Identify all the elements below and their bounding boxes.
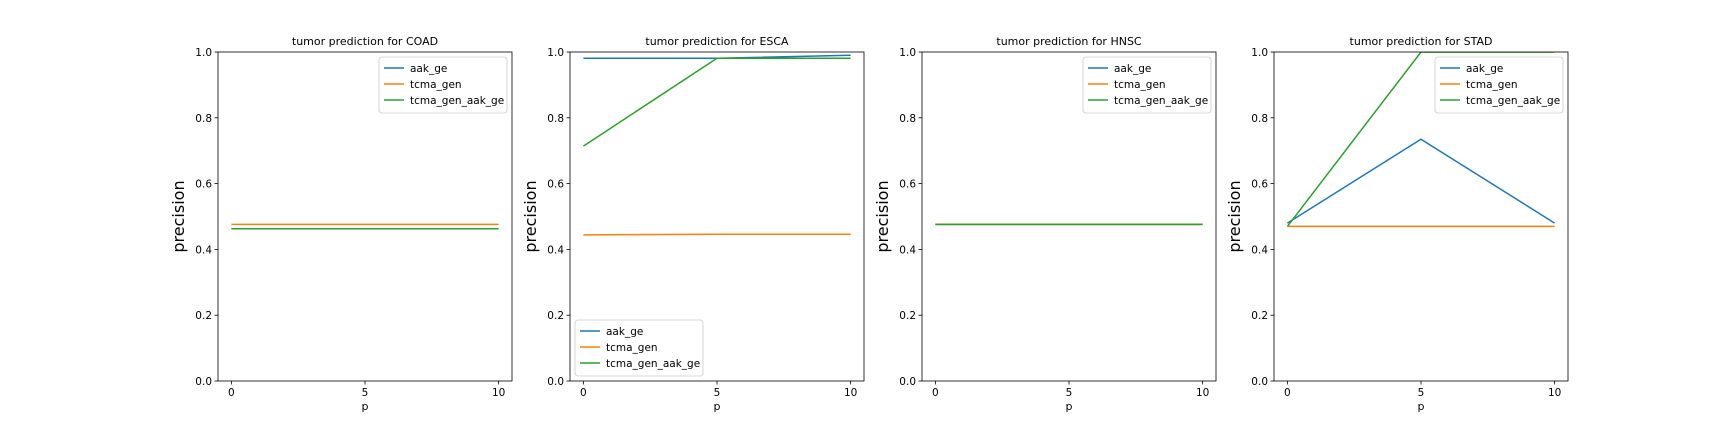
y-tick-label: 0.2 (547, 310, 564, 322)
series-line-tcma_gen (583, 233, 851, 236)
x-axis-label: p (362, 400, 369, 413)
y-tick-label: 0.8 (195, 113, 212, 125)
series-lines (582, 54, 851, 236)
panel-3: 0.0 0.2 0.4 0.6 0.8 1.0 0 5 10 tumor prediction f… (1225, 35, 1569, 413)
series-line-aak_ge (1287, 138, 1555, 224)
legend-entry-label: tcma_gen_aak_ge (606, 358, 700, 370)
series-line-tcma_gen_aak_ge (582, 57, 851, 147)
series-line-tcma_gen_aak_ge (1286, 52, 1555, 227)
y-tick-label: 0.4 (899, 244, 916, 256)
legend-box (1434, 56, 1564, 114)
legend: aak_ge tcma_gen tcma_gen_aak_ge (574, 319, 704, 377)
panel-title: tumor prediction for COAD (292, 35, 438, 48)
y-tick-label: 0.6 (1251, 179, 1268, 191)
y-axis-label: precision (1225, 180, 1244, 252)
panel-title: tumor prediction for STAD (1350, 35, 1493, 48)
series-lines (1286, 52, 1555, 228)
legend-box (1082, 56, 1212, 114)
y-axis-label: precision (873, 180, 892, 252)
panel-1: 0.0 0.2 0.4 0.6 0.8 1.0 0 5 10 tumor prediction f… (521, 35, 865, 413)
legend-entry-label: tcma_gen (1466, 79, 1518, 91)
y-tick-label: 0.0 (1251, 376, 1268, 388)
legend: aak_ge tcma_gen tcma_gen_aak_ge (378, 56, 508, 114)
y-tick-label: 0.0 (547, 376, 564, 388)
legend-entry-label: aak_ge (606, 326, 643, 338)
legend-box (574, 319, 704, 377)
x-axis-label: p (714, 400, 721, 413)
series-lines (231, 223, 499, 230)
x-tick-label: 5 (1418, 387, 1425, 399)
panel-2: 0.0 0.2 0.4 0.6 0.8 1.0 0 5 10 tumor prediction f… (873, 35, 1217, 413)
x-tick-label: 5 (714, 387, 721, 399)
y-tick-label: 1.0 (195, 47, 212, 59)
legend-entry-label: aak_ge (1114, 63, 1151, 75)
y-tick-label: 0.2 (195, 310, 212, 322)
y-tick-label: 0.6 (195, 179, 212, 191)
legend-entry-label: tcma_gen_aak_ge (1466, 95, 1560, 107)
panel-title: tumor prediction for HNSC (996, 35, 1142, 48)
legend-entry-label: tcma_gen (410, 79, 462, 91)
legend-entry-label: tcma_gen_aak_ge (1114, 95, 1208, 107)
y-tick-label: 0.2 (899, 310, 916, 322)
x-tick-label: 0 (1284, 387, 1291, 399)
legend-entry-label: aak_ge (410, 63, 447, 75)
legend-entry-label: tcma_gen_aak_ge (410, 95, 504, 107)
y-tick-label: 0.8 (899, 113, 916, 125)
panel-title: tumor prediction for ESCA (645, 35, 789, 48)
y-tick-label: 1.0 (547, 47, 564, 59)
x-tick-label: 10 (492, 387, 505, 399)
x-tick-label: 0 (580, 387, 587, 399)
y-tick-label: 0.2 (1251, 310, 1268, 322)
x-axis-label: p (1066, 400, 1073, 413)
x-tick-label: 5 (362, 387, 369, 399)
y-tick-label: 1.0 (899, 47, 916, 59)
y-tick-label: 0.4 (1251, 244, 1268, 256)
y-tick-label: 1.0 (1251, 47, 1268, 59)
y-axis-label: precision (169, 180, 188, 252)
y-tick-label: 0.6 (547, 179, 564, 191)
panel-0: 0.0 0.2 0.4 0.6 0.8 1.0 0 5 10 tumor prediction f… (169, 35, 513, 413)
x-tick-label: 0 (228, 387, 235, 399)
legend-entry-label: aak_ge (1466, 63, 1503, 75)
x-tick-label: 5 (1066, 387, 1073, 399)
y-tick-label: 0.4 (547, 244, 564, 256)
y-axis-label: precision (521, 180, 540, 252)
x-tick-label: 10 (1548, 387, 1561, 399)
legend-entry-label: tcma_gen (1114, 79, 1166, 91)
y-tick-label: 0.8 (1251, 113, 1268, 125)
y-tick-label: 0.0 (195, 376, 212, 388)
x-tick-label: 0 (932, 387, 939, 399)
y-tick-label: 0.6 (899, 179, 916, 191)
y-tick-label: 0.4 (195, 244, 212, 256)
y-tick-label: 0.0 (899, 376, 916, 388)
y-tick-label: 0.8 (547, 113, 564, 125)
legend: aak_ge tcma_gen tcma_gen_aak_ge (1082, 56, 1212, 114)
legend-entry-label: tcma_gen (606, 342, 658, 354)
legend-box (378, 56, 508, 114)
x-axis-label: p (1418, 400, 1425, 413)
legend: aak_ge tcma_gen tcma_gen_aak_ge (1434, 56, 1564, 114)
x-tick-label: 10 (1196, 387, 1209, 399)
x-tick-label: 10 (844, 387, 857, 399)
